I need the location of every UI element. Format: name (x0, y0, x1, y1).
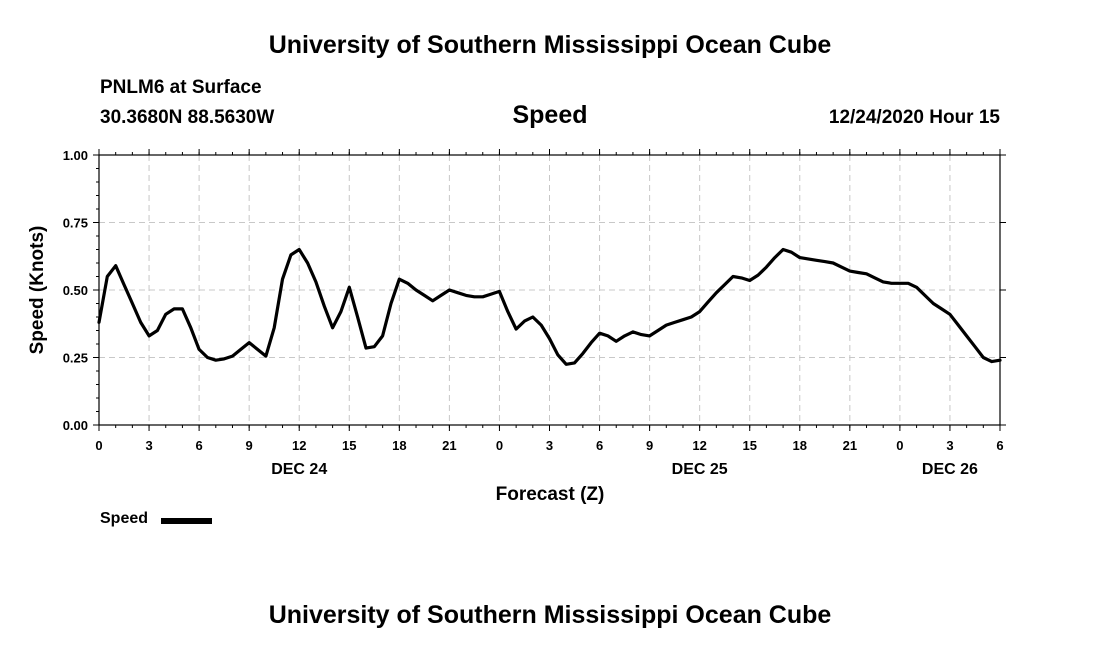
x-tick-label: 6 (996, 438, 1003, 453)
series (97, 247, 1002, 366)
x-tick-label: 6 (195, 438, 202, 453)
chart-title: Speed (512, 101, 588, 129)
axis-ticks: 0.00 0.25 0.50 0.75 1.00 0 3 6 9 12 15 18 21 0 3 6 9 12 15… (63, 148, 1006, 478)
x-tick-label: 9 (646, 438, 653, 453)
x-tick-label: 12 (292, 438, 306, 453)
day-label: DEC 26 (922, 461, 978, 478)
speed-series-line (97, 247, 1002, 366)
x-tick-label: 21 (442, 438, 456, 453)
location-label: 30.3680N 88.5630W (100, 107, 275, 128)
y-axis-label: Speed (Knots) (27, 226, 48, 355)
forecast-time-label: 12/24/2020 Hour 15 (828, 107, 1000, 128)
x-tick-label: 15 (342, 438, 356, 453)
x-tick-label: 21 (843, 438, 857, 453)
x-tick-label: 6 (596, 438, 603, 453)
footer-title: University of Southern Mississippi Ocean… (268, 601, 832, 629)
x-tick-label: 9 (246, 438, 253, 453)
x-tick-label: 12 (692, 438, 706, 453)
y-tick-label: 1.00 (63, 148, 88, 163)
x-axis-label: Forecast (Z) (496, 484, 605, 505)
x-tick-label: 18 (793, 438, 807, 453)
y-tick-label: 0.50 (63, 283, 88, 298)
station-label: PNLM6 at Surface (100, 77, 262, 98)
legend-swatch (161, 518, 212, 524)
y-tick-label: 0.25 (63, 351, 88, 366)
y-tick-label: 0.75 (63, 216, 88, 231)
y-tick-label: 0.00 (63, 418, 88, 433)
header-title: University of Southern Mississippi Ocean… (268, 31, 832, 59)
grid (99, 155, 1000, 425)
day-label: DEC 24 (271, 461, 327, 478)
x-tick-label: 18 (392, 438, 406, 453)
x-tick-label: 15 (742, 438, 756, 453)
x-tick-label: 3 (946, 438, 953, 453)
x-tick-label: 3 (546, 438, 553, 453)
legend-label: Speed (100, 510, 149, 527)
x-tick-label: 0 (896, 438, 903, 453)
x-tick-label: 0 (95, 438, 102, 453)
day-label: DEC 25 (672, 461, 728, 478)
x-tick-label: 0 (496, 438, 503, 453)
x-tick-label: 3 (145, 438, 152, 453)
